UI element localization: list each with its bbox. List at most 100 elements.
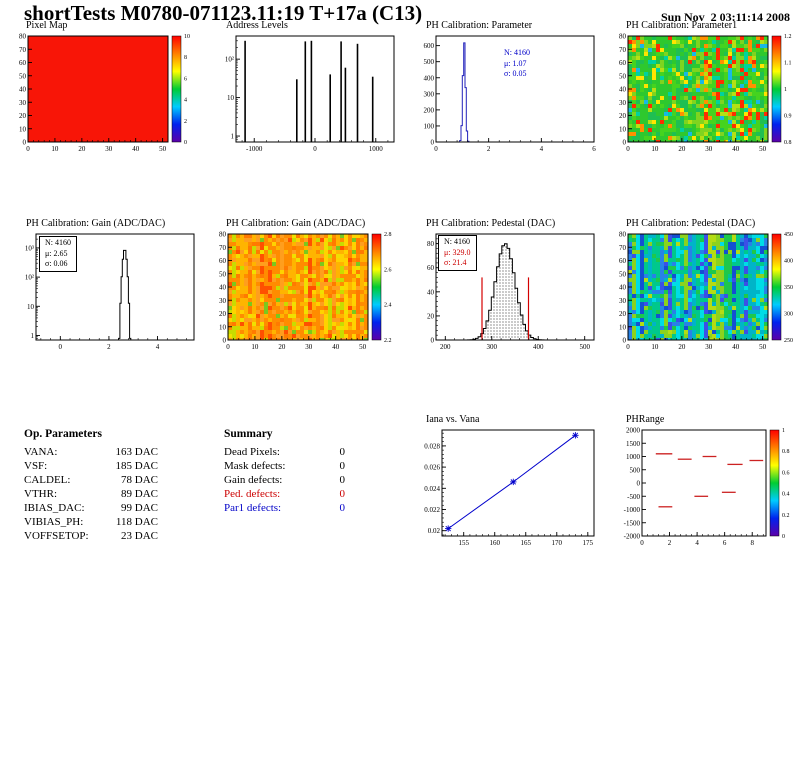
svg-text:1: 1: [782, 428, 785, 434]
svg-text:10²: 10²: [225, 56, 234, 64]
stats-line: σ: 0.05: [504, 69, 527, 78]
param-row: VSF: 185 DAC: [24, 460, 158, 474]
param-label: Mask defects:: [224, 460, 286, 472]
svg-text:300: 300: [487, 343, 498, 351]
svg-text:2.2: 2.2: [384, 338, 392, 344]
svg-text:20: 20: [619, 112, 627, 120]
svg-text:200: 200: [440, 343, 451, 351]
svg-text:2: 2: [184, 119, 187, 125]
param-label: Gain defects:: [224, 474, 283, 486]
svg-text:0: 0: [184, 140, 187, 146]
svg-text:0.022: 0.022: [424, 506, 440, 514]
svg-text:10: 10: [651, 145, 659, 153]
svg-text:155: 155: [458, 539, 469, 547]
param-row: Gain defects: 0: [224, 474, 345, 488]
param-row: IBIAS_DAC: 99 DAC: [24, 502, 158, 516]
svg-text:400: 400: [784, 259, 793, 265]
svg-text:20: 20: [219, 310, 227, 318]
svg-text:20: 20: [19, 112, 27, 120]
gain-histogram-plot: 0 2 4 1 10 10² 10³: [25, 233, 195, 351]
svg-text:0.6: 0.6: [782, 470, 790, 476]
svg-text:2: 2: [107, 343, 111, 351]
address-levels-plot: -1000 0 1000 1 10 10²: [225, 35, 395, 153]
param-label: IBIAS_DAC:: [24, 502, 85, 514]
panel-pedestal-histogram: PH Calibration: Pedestal (DAC) 200 300 400…: [412, 216, 608, 368]
panel-op-parameters: Op. Parameters VANA: 163 DAC VSF: 185 DAC CA…: [12, 412, 208, 572]
svg-text:40: 40: [619, 86, 627, 94]
svg-text:200: 200: [424, 106, 435, 114]
panel-summary: Summary Dead Pixels: 0 Mask defects: 0 Gain …: [212, 412, 408, 572]
iana-vs-vana-title: Iana vs. Vana: [426, 414, 480, 425]
param-label: Par1 defects:: [224, 502, 282, 514]
gain-map-plot: 0 10 20 30 40 50 0 10 20 30 40 50 60 70 80 2.8 2.6 2.4 2.2: [219, 231, 392, 352]
panel-gain-histogram: PH Calibration: Gain (ADC/DAC) 0 2 4 1 10 10²…: [12, 216, 208, 368]
stats-line: N: 4160: [444, 237, 470, 246]
param-label: Ped. defects:: [224, 488, 281, 500]
svg-text:0: 0: [313, 145, 317, 153]
address-levels-title: Address Levels: [226, 20, 288, 31]
svg-text:175: 175: [583, 539, 594, 547]
param-value: 23 DAC: [121, 530, 158, 542]
svg-text:80: 80: [619, 231, 627, 239]
svg-text:10: 10: [251, 343, 258, 351]
svg-text:10: 10: [651, 343, 659, 351]
svg-text:0.024: 0.024: [424, 485, 440, 493]
svg-text:30: 30: [19, 99, 27, 107]
stats-box: N: 4160 μ: 1.07 σ: 0.05: [504, 48, 530, 80]
stats-box: N: 4160 μ: 329.0 σ: 21.4: [438, 235, 477, 271]
pedestal-map-plot: 0 10 20 30 40 50 0 10 20 30 40 50 60 70 80 450 400 350 300…: [619, 231, 793, 352]
svg-text:1000: 1000: [626, 453, 641, 461]
svg-text:-1000: -1000: [246, 145, 263, 153]
svg-text:70: 70: [19, 46, 27, 54]
svg-text:30: 30: [705, 343, 713, 351]
param-row: Mask defects: 0: [224, 460, 345, 474]
svg-text:1000: 1000: [369, 145, 384, 153]
svg-text:30: 30: [619, 297, 627, 305]
svg-text:20: 20: [678, 343, 686, 351]
svg-text:0.028: 0.028: [424, 442, 440, 450]
page-title: shortTests M0780-071123.11:19 T+17a (C13…: [24, 1, 423, 25]
svg-text:10: 10: [184, 34, 190, 40]
svg-text:80: 80: [19, 33, 27, 41]
svg-text:10²: 10²: [25, 274, 34, 282]
stats-line: μ: 2.65: [45, 248, 68, 258]
svg-text:30: 30: [219, 297, 227, 305]
svg-text:10³: 10³: [25, 244, 34, 252]
stats-line: σ: 21.4: [444, 258, 467, 267]
svg-text:50: 50: [759, 343, 767, 351]
svg-text:300: 300: [784, 312, 793, 318]
ph-parameter-title: PH Calibration: Parameter: [426, 20, 533, 31]
param-value: 185 DAC: [115, 460, 158, 472]
svg-text:70: 70: [619, 244, 627, 252]
param-value: 118 DAC: [115, 516, 158, 528]
svg-text:2.8: 2.8: [384, 232, 392, 238]
stats-line: N: 4160: [504, 48, 530, 57]
svg-text:500: 500: [630, 466, 641, 474]
svg-text:40: 40: [427, 288, 435, 296]
svg-text:400: 400: [533, 343, 544, 351]
svg-text:0: 0: [623, 337, 627, 345]
svg-text:4: 4: [156, 343, 160, 351]
svg-text:0.02: 0.02: [428, 527, 441, 535]
svg-text:40: 40: [619, 284, 627, 292]
svg-text:30: 30: [619, 99, 627, 107]
param-value: 0: [339, 446, 346, 458]
svg-text:4: 4: [540, 145, 544, 153]
svg-text:1500: 1500: [626, 440, 641, 448]
panel-ph-parameter: PH Calibration: Parameter 0 2 4 6 0 100 200 300…: [412, 18, 608, 170]
pixel-map-title: Pixel Map: [26, 20, 68, 31]
svg-text:160: 160: [489, 539, 500, 547]
svg-text:0: 0: [223, 337, 227, 345]
op-parameters-title: Op. Parameters: [24, 428, 102, 440]
stats-line: μ: 329.0: [444, 247, 471, 257]
param-value: 78 DAC: [121, 474, 158, 486]
param-label: VOFFSETOP:: [24, 530, 89, 542]
svg-text:0.4: 0.4: [782, 492, 790, 498]
svg-text:0: 0: [23, 139, 27, 147]
svg-text:600: 600: [424, 42, 435, 50]
svg-text:20: 20: [78, 145, 86, 153]
svg-text:450: 450: [784, 232, 793, 238]
param-value: 163 DAC: [115, 446, 158, 458]
